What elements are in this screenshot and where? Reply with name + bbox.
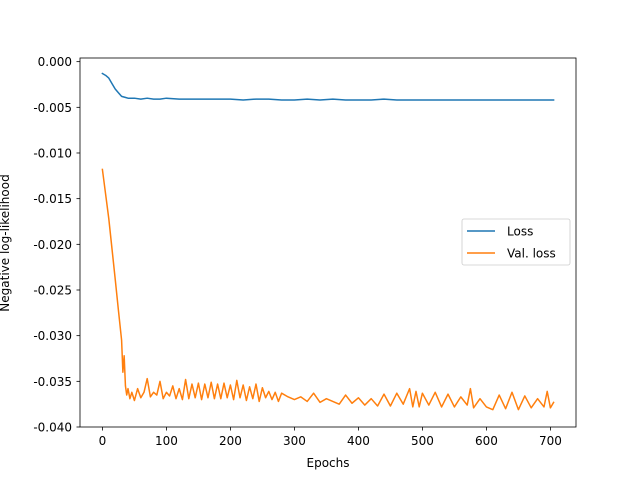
x-tick-label: 300 <box>283 434 306 448</box>
x-tick-label: 200 <box>219 434 242 448</box>
y-tick-label: 0.000 <box>38 55 72 69</box>
legend: Loss Val. loss <box>461 218 571 266</box>
y-tick-label: -0.010 <box>33 146 72 160</box>
x-tick-label: 500 <box>411 434 434 448</box>
x-tick-label: 400 <box>347 434 370 448</box>
legend-label-1: Loss <box>507 225 533 239</box>
x-tick-label: 600 <box>475 434 498 448</box>
x-tick-label: 0 <box>99 434 107 448</box>
y-axis-title: Negative log-likelihood <box>0 174 12 311</box>
x-tick-label: 100 <box>155 434 178 448</box>
y-tick-label: -0.025 <box>33 283 72 297</box>
axes-layer: 0 100 200 300 400 500 600 700 0.000 -0.005 -0.010 -… <box>33 55 577 448</box>
legend-label-2: Val. loss <box>507 247 556 261</box>
series-line-1 <box>101 72 555 101</box>
y-tick-label: -0.035 <box>33 375 72 389</box>
y-tick-label: -0.030 <box>33 329 72 343</box>
y-tick-label: -0.040 <box>33 421 72 435</box>
series-layer <box>101 72 555 411</box>
series-line-2 <box>101 168 555 411</box>
x-tick-label: 700 <box>539 434 562 448</box>
y-tick-label: -0.020 <box>33 238 72 252</box>
y-tick-label: -0.005 <box>33 101 72 115</box>
y-tick-label: -0.015 <box>33 192 72 206</box>
x-axis-title: Epochs <box>307 456 350 470</box>
plot-frame <box>79 57 577 428</box>
